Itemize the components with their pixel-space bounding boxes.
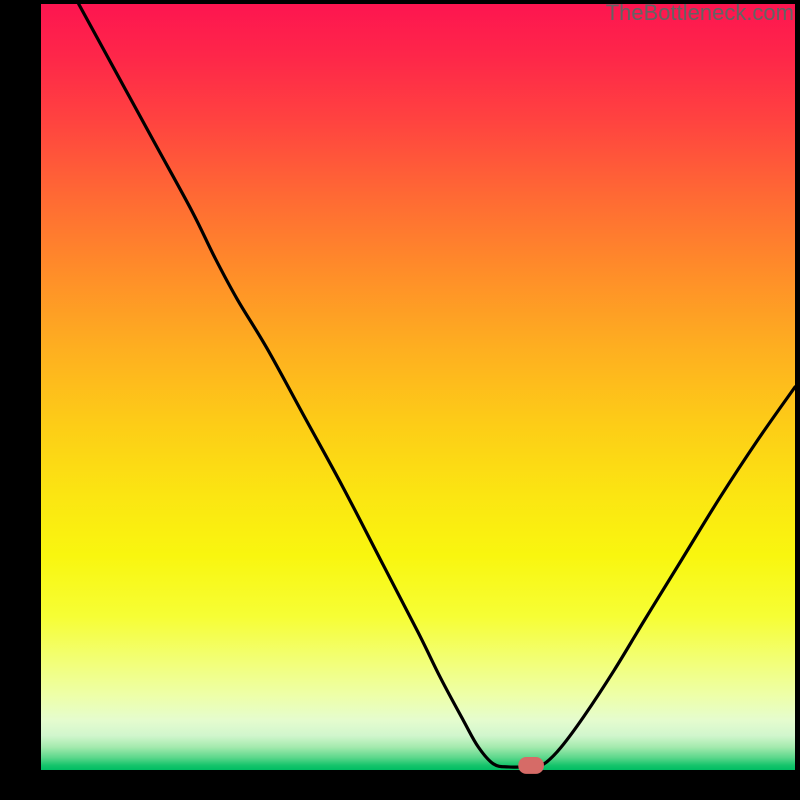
attribution-label: TheBottleneck.com [606,0,794,26]
plot-background [41,4,795,770]
curve-marker [518,757,544,774]
bottleneck-chart-svg [0,0,800,800]
chart-container: TheBottleneck.com [0,0,800,800]
